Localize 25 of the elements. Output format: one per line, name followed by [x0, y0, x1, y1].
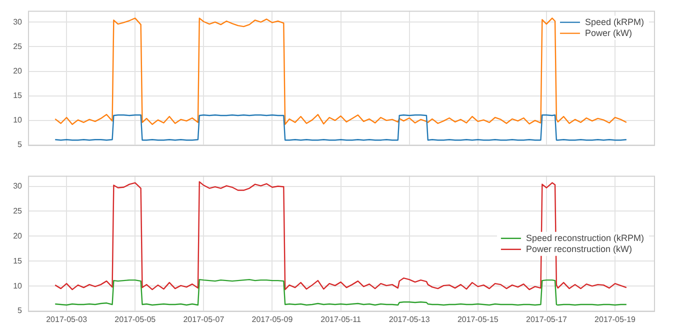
x-tick-label: 2017-05-15: [457, 315, 499, 324]
y-tick-label: 30: [13, 17, 23, 26]
legend-label: Power (kW): [584, 28, 632, 38]
x-tick-label: 2017-05-13: [388, 315, 430, 324]
x-tick-label: 2017-05-11: [320, 315, 362, 324]
y-tick-label: 25: [13, 42, 23, 51]
x-tick-label: 2017-05-07: [183, 315, 225, 324]
y-tick-label: 10: [13, 281, 23, 290]
legend-label: Speed reconstruction (kRPM): [526, 232, 644, 243]
y-tick-label: 15: [13, 91, 23, 100]
y-tick-label: 25: [13, 206, 23, 216]
y-tick-label: 20: [13, 66, 23, 76]
legend-label: Power reconstruction (kW): [526, 244, 632, 254]
x-tick-label: 2017-05-17: [526, 315, 568, 324]
x-tick-label: 2017-05-19: [594, 315, 636, 324]
y-tick-label: 20: [13, 231, 23, 240]
y-tick-label: 10: [13, 116, 23, 125]
x-tick-label: 2017-05-05: [114, 315, 156, 324]
y-tick-label: 30: [13, 181, 23, 190]
y-tick-label: 5: [18, 306, 23, 316]
x-tick-label: 2017-05-09: [252, 315, 294, 324]
legend-label: Speed (kRPM): [584, 16, 644, 27]
y-tick-label: 15: [13, 256, 23, 266]
y-tick-label: 5: [18, 140, 23, 150]
x-tick-label: 2017-05-03: [46, 315, 88, 324]
